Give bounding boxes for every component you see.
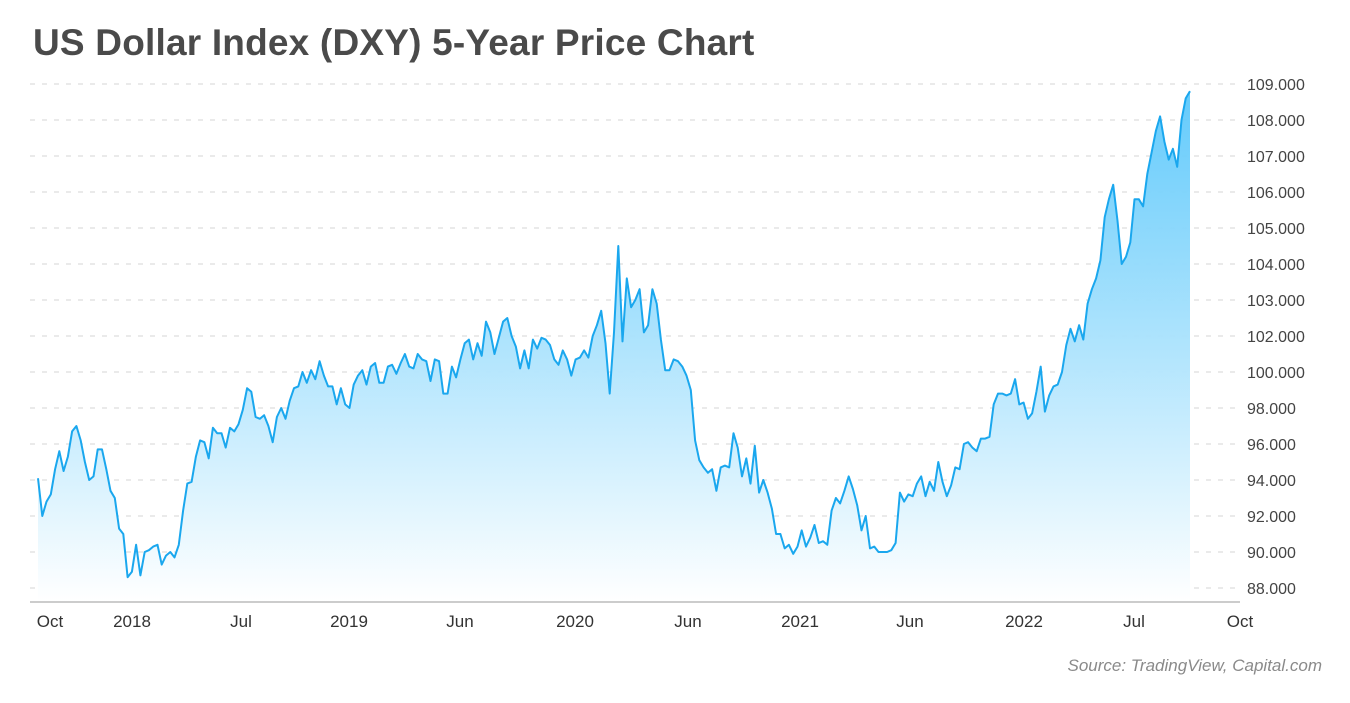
y-tick-label: 98.000	[1247, 401, 1296, 418]
x-tick-label: 2020	[556, 612, 594, 631]
x-tick-label: 2021	[781, 612, 819, 631]
y-tick-label: 102.000	[1247, 329, 1305, 346]
y-tick-label: 90.000	[1247, 545, 1296, 562]
x-tick-label: 2022	[1005, 612, 1043, 631]
x-tick-label: Jul	[1123, 612, 1145, 631]
x-tick-label: Oct	[1227, 612, 1254, 631]
y-tick-label: 104.000	[1247, 257, 1305, 274]
y-tick-label: 106.000	[1247, 185, 1305, 202]
x-axis-labels: Oct 2018 Jul 2019 Jun 2020 Jun 2021 Jun 2022 Jul Oc…	[37, 612, 1254, 631]
y-tick-label: 94.000	[1247, 473, 1296, 490]
chart-title: US Dollar Index (DXY) 5-Year Price Chart	[33, 22, 755, 63]
y-tick-label: 107.000	[1247, 149, 1305, 166]
y-axis-labels: 88.000 90.000 92.000 94.000 96.000 98.000 100.…	[1247, 77, 1305, 598]
x-tick-label: Jul	[230, 612, 252, 631]
x-tick-label: Jun	[446, 612, 473, 631]
series-line-group	[37, 90, 1191, 579]
x-tick-label: 2018	[113, 612, 151, 631]
y-tick-label: 108.000	[1247, 113, 1305, 130]
x-tick-label: Oct	[37, 612, 64, 631]
y-tick-label: 88.000	[1247, 581, 1296, 598]
y-tick-label: 92.000	[1247, 509, 1296, 526]
x-tick-label: Jun	[896, 612, 923, 631]
series-line	[37, 90, 1191, 579]
y-tick-label: 103.000	[1247, 293, 1305, 310]
y-tick-label: 100.000	[1247, 365, 1305, 382]
y-tick-label: 96.000	[1247, 437, 1296, 454]
y-tick-label: 109.000	[1247, 77, 1305, 94]
x-tick-label: Jun	[674, 612, 701, 631]
y-tick-label: 105.000	[1247, 221, 1305, 238]
x-tick-label: 2019	[330, 612, 368, 631]
source-note: Source: TradingView, Capital.com	[1067, 656, 1323, 675]
